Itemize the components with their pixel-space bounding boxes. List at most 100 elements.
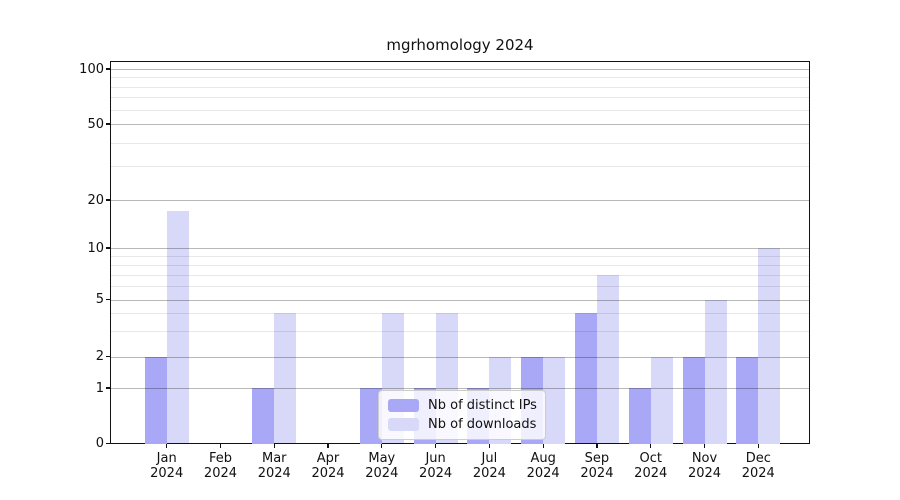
x-tick-month: Jan (156, 451, 177, 466)
x-tick-label: Oct 2024 (619, 451, 683, 481)
x-tick-mark (273, 443, 275, 448)
legend-entry-downloads: Nb of downloads (379, 415, 545, 434)
y-tick-label: 0 (95, 436, 104, 451)
x-tick-label: Mar 2024 (242, 451, 306, 481)
y-tick-label: 50 (87, 116, 104, 132)
x-tick-label: Jan 2024 (135, 451, 199, 481)
x-tick-mark (542, 443, 544, 448)
y-tick-mark (106, 355, 110, 358)
gridline-minor (111, 285, 809, 287)
bar-downloads (166, 211, 189, 444)
x-tick-month: Mar (261, 451, 287, 466)
bar-downloads (758, 248, 781, 444)
y-tick-mark (106, 199, 110, 201)
x-tick-month: Apr (316, 451, 340, 466)
gridline-major (111, 200, 809, 201)
x-tick-mark (650, 443, 652, 448)
gridline-minor (111, 86, 809, 88)
legend-label-downloads: Nb of downloads (428, 417, 537, 432)
x-tick-mark (757, 443, 759, 448)
x-tick-mark (435, 443, 437, 448)
legend: Nb of distinct IPs Nb of downloads (378, 390, 546, 440)
gridline-minor (111, 331, 809, 333)
gridline-major (111, 69, 809, 70)
x-tick-year: 2024 (526, 466, 560, 481)
chart-title: mgrhomology 2024 (386, 36, 534, 54)
y-tick-label: 1 (95, 380, 104, 396)
legend-swatch-distinct-ips-icon (388, 399, 419, 412)
x-tick-mark (166, 443, 168, 448)
x-tick-year: 2024 (634, 466, 668, 481)
x-tick-month: May (368, 451, 396, 466)
legend-label-distinct-ips: Nb of distinct IPs (428, 398, 537, 413)
bar-distinct-ips (628, 388, 651, 444)
bar-distinct-ips (252, 388, 275, 444)
x-tick-year: 2024 (150, 466, 184, 481)
gridline-minor (111, 274, 809, 276)
x-tick-year: 2024 (419, 466, 453, 481)
x-tick-label: Feb 2024 (188, 451, 252, 481)
x-tick-label: May 2024 (350, 451, 414, 481)
x-tick-year: 2024 (365, 466, 399, 481)
gridline-minor (111, 97, 809, 99)
x-tick-mark (703, 443, 706, 448)
gridline-major (111, 124, 809, 125)
x-tick-mark (596, 443, 598, 448)
x-tick-month: Oct (639, 451, 662, 466)
y-tick-mark (106, 442, 110, 445)
x-tick-mark (327, 443, 329, 448)
x-tick-mark (381, 443, 383, 448)
x-tick-label: Dec 2024 (726, 451, 790, 481)
y-tick-label: 10 (87, 240, 104, 256)
x-tick-month: Feb (208, 451, 232, 466)
y-tick-mark (106, 298, 110, 301)
x-tick-label: Apr 2024 (296, 451, 360, 481)
x-tick-month: Nov (691, 451, 718, 466)
bar-distinct-ips (736, 356, 759, 444)
x-tick-month: Jul (481, 451, 498, 466)
x-tick-label: Aug 2024 (511, 451, 575, 481)
gridline-minor (111, 166, 809, 168)
x-tick-mark (488, 443, 490, 448)
gridline-minor (111, 313, 809, 315)
bar-downloads (650, 356, 673, 444)
x-tick-mark (219, 443, 222, 448)
x-tick-label: Jul 2024 (457, 451, 521, 481)
gridline-minor (111, 255, 809, 257)
x-tick-month: Aug (530, 451, 556, 466)
gridline-major (111, 388, 809, 389)
y-tick-label: 100 (79, 61, 104, 77)
y-tick-label: 20 (87, 192, 104, 208)
x-tick-year: 2024 (203, 466, 238, 481)
bar-downloads (596, 274, 619, 444)
y-tick-mark (106, 387, 110, 389)
bar-downloads (704, 299, 727, 444)
gridline-minor (111, 142, 809, 144)
gridline-major (111, 248, 809, 249)
y-tick-label: 5 (95, 292, 104, 307)
x-tick-year: 2024 (580, 466, 614, 481)
x-tick-month: Jun (425, 451, 446, 466)
x-tick-month: Dec (745, 451, 771, 466)
x-tick-month: Sep (584, 451, 610, 466)
x-tick-label: Jun 2024 (404, 451, 468, 481)
bar-distinct-ips (682, 356, 705, 444)
bar-distinct-ips (144, 356, 167, 444)
bar-distinct-ips (574, 313, 597, 444)
gridline-minor (111, 77, 809, 79)
y-tick-mark (106, 123, 110, 125)
y-tick-label: 2 (95, 349, 104, 364)
gridline-major (111, 356, 809, 358)
legend-entry-distinct-ips: Nb of distinct IPs (379, 396, 545, 415)
y-tick-mark (106, 247, 110, 249)
legend-swatch-downloads-icon (388, 418, 419, 431)
x-tick-year: 2024 (311, 466, 345, 481)
x-tick-year: 2024 (472, 466, 506, 481)
bar-downloads (274, 313, 297, 444)
bar-downloads (543, 356, 566, 444)
x-tick-label: Nov 2024 (673, 451, 737, 481)
x-tick-year: 2024 (687, 466, 722, 481)
y-tick-mark (106, 68, 110, 70)
bar-distinct-ips (359, 388, 382, 444)
